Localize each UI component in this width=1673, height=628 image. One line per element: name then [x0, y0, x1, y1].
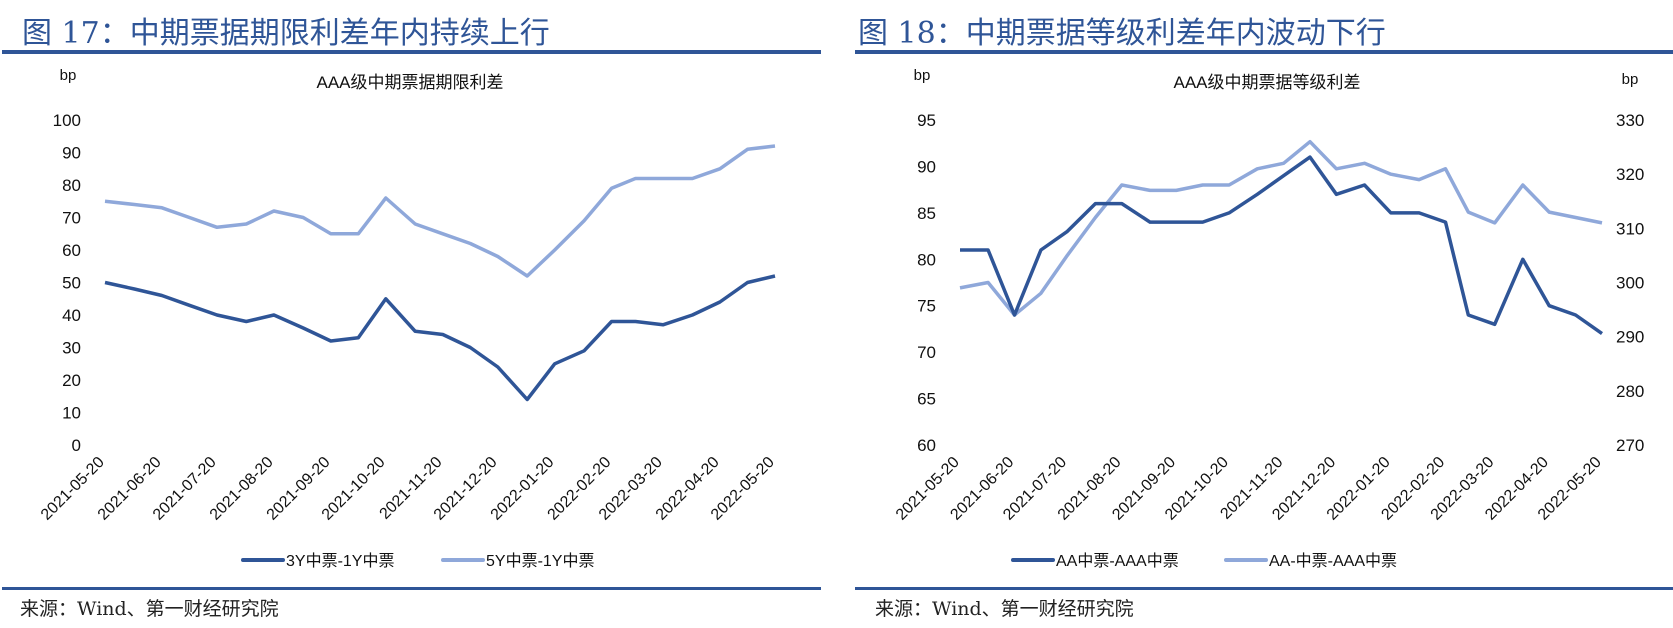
y-tick-label: 100: [53, 111, 81, 130]
y-tick-label: 40: [62, 306, 81, 325]
y-tick-label-right: 280: [1616, 382, 1644, 401]
y-tick-label-right: 290: [1616, 328, 1644, 347]
y-axis-unit: bp: [60, 67, 77, 84]
y-tick-label: 90: [917, 157, 936, 176]
y-axis-unit: bp: [914, 67, 931, 84]
y-tick-label: 80: [917, 250, 936, 269]
y-tick-label: 80: [62, 176, 81, 195]
y-tick-label: 20: [62, 371, 81, 390]
legend-label: 5Y中票-1Y中票: [486, 552, 594, 570]
y-tick-label: 50: [62, 274, 81, 293]
chart-title: AAA级中期票据期限利差: [316, 73, 503, 92]
y-tick-label: 65: [917, 390, 936, 409]
figure-title-17: 图 17：中期票据期限利差年内持续上行: [22, 16, 550, 51]
source-note-left: 来源：Wind、第一财经研究院: [20, 598, 279, 620]
y-tick-label-right: 310: [1616, 219, 1644, 238]
y-tick-label: 10: [62, 404, 81, 423]
y-tick-label: 0: [72, 436, 81, 455]
title-rule-right: [855, 50, 1673, 54]
chart-title: AAA级中期票据等级利差: [1173, 73, 1360, 92]
y-tick-label: 90: [62, 144, 81, 163]
chart-rating-spread: AAA级中期票据等级利差 bp 60 65 70 75 80 85 90 95 bp 270 280 29…: [893, 67, 1644, 570]
legend-label: 3Y中票-1Y中票: [286, 552, 394, 570]
y-tick-label: 85: [917, 204, 936, 223]
legend-label: AA-中票-AAA中票: [1269, 552, 1397, 570]
y-tick-label: 70: [62, 209, 81, 228]
y-tick-label-right: 300: [1616, 274, 1644, 293]
title-rule-left: [2, 50, 821, 54]
series-line: [960, 155, 1604, 336]
y-tick-label: 60: [62, 241, 81, 260]
series-line: [959, 139, 1603, 317]
series-line: [104, 274, 776, 402]
legend-label: AA中票-AAA中票: [1056, 552, 1179, 570]
source-rule-left: [2, 587, 821, 590]
y-tick-label: 75: [917, 297, 936, 316]
source-note-right: 来源：Wind、第一财经研究院: [875, 598, 1134, 620]
y-tick-label: 30: [62, 339, 81, 358]
y-tick-label: 60: [917, 436, 936, 455]
y-tick-label-right: 270: [1616, 436, 1644, 455]
y-tick-label: 70: [917, 343, 936, 362]
source-rule-right: [855, 587, 1673, 590]
y-tick-label: 95: [917, 111, 936, 130]
y-axis-unit-right: bp: [1622, 71, 1639, 88]
y-tick-label-right: 320: [1616, 165, 1644, 184]
chart-term-spread: AAA级中期票据期限利差bp01020304050607080901002021…: [38, 67, 778, 570]
series-line: [104, 144, 776, 278]
y-tick-label-right: 330: [1616, 111, 1644, 130]
figure-title-18: 图 18：中期票据等级利差年内波动下行: [858, 16, 1386, 51]
